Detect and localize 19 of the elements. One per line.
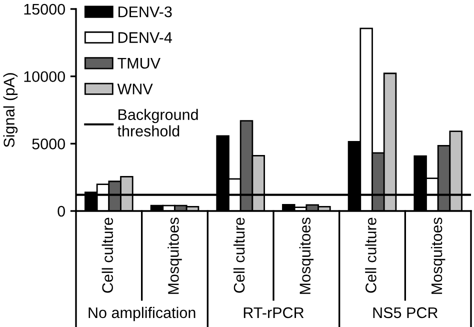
text: NS5 PCR bbox=[373, 307, 438, 318]
legend-label: DENV-4 bbox=[118, 32, 172, 43]
y-axis-title: Signal (pA) bbox=[3, 73, 18, 148]
text: RT-rPCR bbox=[244, 307, 304, 318]
legend-label: WNV bbox=[117, 84, 153, 94]
x-tick-label: Cell culture bbox=[233, 218, 245, 293]
y-tick-label: 0 bbox=[58, 206, 65, 217]
legend-label: DENV-3 bbox=[118, 6, 172, 18]
x-tick-label: Cell culture bbox=[102, 218, 114, 293]
legend-label: Background threshold bbox=[117, 108, 198, 137]
y-tick-label: 5000 bbox=[32, 138, 65, 150]
legend-label: TMUV bbox=[118, 58, 160, 69]
x-tick-label: Mosquitoes bbox=[168, 218, 182, 294]
y-tick-label: 15000 bbox=[24, 4, 65, 15]
x-tick-label: Cell culture bbox=[365, 218, 376, 293]
y-tick-label: 10000 bbox=[24, 71, 65, 82]
x-tick-label: Mosquitoes bbox=[299, 218, 314, 294]
x-tick-label: Mosquitoes bbox=[430, 218, 446, 294]
text: No amplification bbox=[88, 306, 196, 322]
